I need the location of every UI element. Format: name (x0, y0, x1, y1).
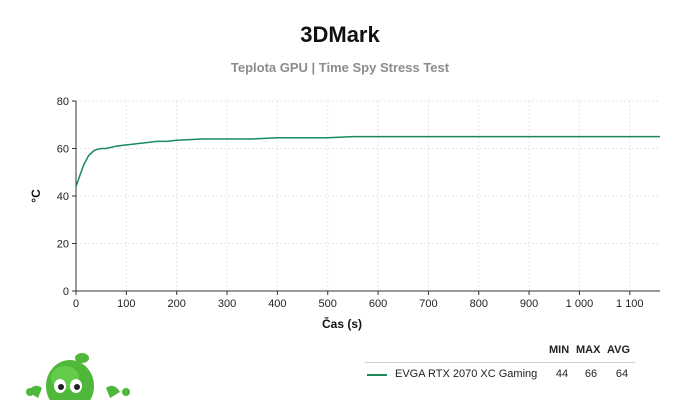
x-tick-label: 0 (73, 298, 79, 310)
series-line (75, 135, 660, 187)
y-tick-label: 40 (57, 191, 69, 203)
x-tick-label: 400 (268, 298, 286, 310)
y-tick-label: 60 (57, 144, 69, 156)
legend-avg-value: 64 (615, 368, 629, 380)
y-tick-label: 80 (57, 96, 69, 108)
x-tick-label: 1 100 (616, 298, 644, 310)
legend-header-min: MIN (549, 344, 570, 356)
x-tick-label: 900 (520, 298, 538, 310)
chart-title: 3DMark (300, 22, 380, 47)
legend-header-avg: AVG (607, 344, 631, 356)
x-tick-label: 500 (319, 298, 337, 310)
y-tick-label: 0 (63, 286, 69, 298)
x-tick-label: 1 000 (566, 298, 594, 310)
legend-series-name: EVGA RTX 2070 XC Gaming (395, 368, 538, 380)
mascot-logo (26, 353, 130, 400)
legend-swatch (367, 374, 387, 376)
x-axis-title: Čas (s) (322, 316, 362, 331)
x-tick-label: 600 (369, 298, 387, 310)
legend-header-max: MAX (576, 344, 601, 356)
chart-subtitle: Teplota GPU | Time Spy Stress Test (230, 60, 450, 75)
x-tick-label: 300 (218, 298, 236, 310)
x-tick-label: 100 (117, 298, 135, 310)
y-tick-label: 20 (57, 239, 69, 251)
x-tick-label: 800 (470, 298, 488, 310)
legend-max-value: 66 (584, 368, 598, 380)
x-tick-label: 200 (168, 298, 186, 310)
legend-separator (365, 362, 635, 363)
y-axis-title: °C (29, 189, 43, 203)
legend-min-value: 44 (555, 368, 569, 380)
x-tick-label: 700 (419, 298, 437, 310)
